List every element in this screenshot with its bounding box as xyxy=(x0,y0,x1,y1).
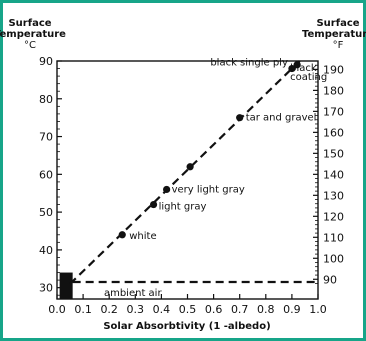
trend-line xyxy=(70,61,300,284)
data-point xyxy=(163,186,170,193)
y-left-tick-label: 70 xyxy=(39,131,53,144)
point-label: white xyxy=(129,231,156,242)
data-point xyxy=(187,163,194,170)
x-tick-label: 0.0 xyxy=(48,303,66,316)
point-label: black single ply xyxy=(210,58,288,69)
right-title-line-2: Temperature xyxy=(302,29,366,40)
y-right-tick-label: 150 xyxy=(323,147,344,160)
x-tick-label: 0.1 xyxy=(74,303,92,316)
x-tick-label: 0.6 xyxy=(205,303,223,316)
y-left-tick-label: 90 xyxy=(39,55,53,68)
y-right-tick-label: 100 xyxy=(323,252,344,265)
x-tick-label: 1.0 xyxy=(309,303,327,316)
x-tick-label: 0.4 xyxy=(153,303,171,316)
y-left-tick-label: 30 xyxy=(39,282,53,295)
y-left-tick-label: 60 xyxy=(39,168,53,181)
right-title-unit: °F xyxy=(333,40,344,51)
x-tick-label: 0.7 xyxy=(231,303,249,316)
y-right-tick-label: 120 xyxy=(323,210,344,223)
point-label: light gray xyxy=(159,202,207,213)
y-left-tick-label: 50 xyxy=(39,206,53,219)
y-right-tick-label: 140 xyxy=(323,168,344,181)
data-point xyxy=(236,114,243,121)
left-title-unit: °C xyxy=(24,40,36,51)
plot-area xyxy=(57,61,318,299)
x-tick-label: 0.8 xyxy=(257,303,275,316)
ambient-air-label: ambient air xyxy=(104,288,162,299)
point-label: coating xyxy=(290,72,327,83)
y-left-tick-label: 80 xyxy=(39,93,53,106)
x-tick-label: 0.3 xyxy=(127,303,145,316)
y-right-tick-label: 180 xyxy=(323,84,344,97)
point-label: tar and gravel xyxy=(246,113,317,124)
y-right-tick-label: 170 xyxy=(323,105,344,118)
x-tick-label: 0.9 xyxy=(283,303,301,316)
data-point xyxy=(150,201,157,208)
x-tick-label: 0.5 xyxy=(179,303,197,316)
data-point xyxy=(119,231,126,238)
x-tick-label: 0.2 xyxy=(100,303,118,316)
right-title-line-1: Surface xyxy=(316,18,359,29)
x-axis-label: Solar Absorbtivity (1 -albedo) xyxy=(103,321,270,332)
left-title-line-1: Surface xyxy=(8,18,51,29)
y-right-tick-label: 160 xyxy=(323,126,344,139)
left-title-line-2: Temperature xyxy=(0,29,66,40)
point-label: very light gray xyxy=(172,184,245,195)
ambient-block-marker xyxy=(60,273,73,299)
y-right-tick-label: 130 xyxy=(323,189,344,202)
y-left-tick-label: 40 xyxy=(39,244,53,257)
y-right-tick-label: 110 xyxy=(323,231,344,244)
y-right-tick-label: 90 xyxy=(323,273,337,286)
